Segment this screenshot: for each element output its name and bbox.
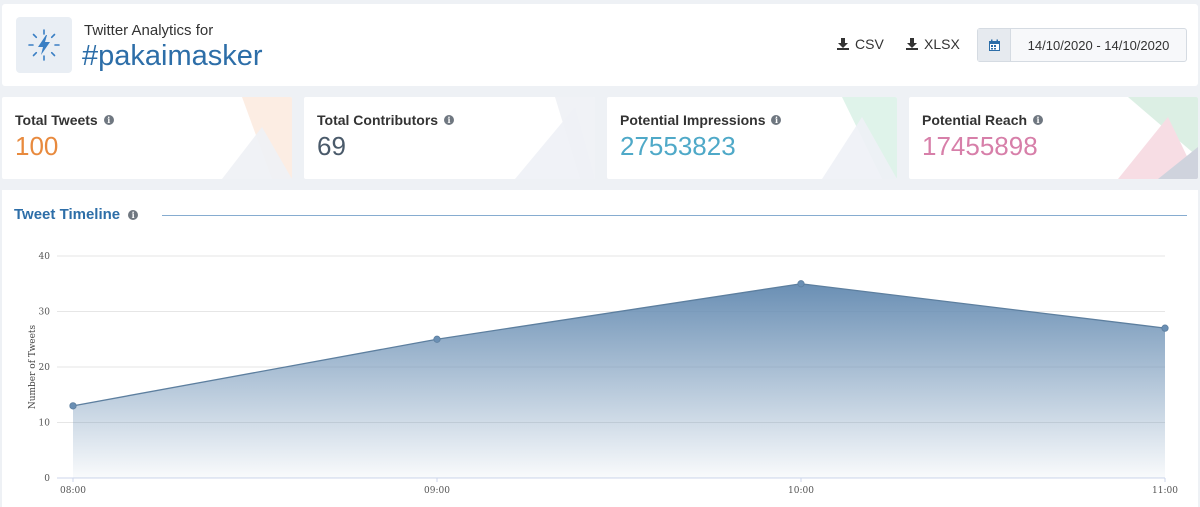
y-axis-label: Number of Tweets bbox=[28, 324, 38, 409]
data-point bbox=[1161, 324, 1169, 332]
header-subtitle: Twitter Analytics for bbox=[84, 22, 214, 39]
y-tick-label: 30 bbox=[39, 308, 51, 318]
x-tick-label: 11:00 bbox=[1152, 486, 1178, 496]
download-icon bbox=[906, 38, 918, 50]
header-panel: Twitter Analytics for #pakaimasker CSV X… bbox=[2, 4, 1198, 86]
data-point bbox=[69, 402, 77, 410]
data-point bbox=[433, 335, 441, 343]
logo bbox=[16, 17, 72, 73]
info-icon[interactable]: i bbox=[128, 209, 139, 220]
card-potential-reach: Potential Reach i 17455898 bbox=[909, 97, 1198, 179]
timeline-title-text: Tweet Timeline bbox=[14, 206, 121, 223]
card-label: Total Contributors i bbox=[317, 112, 455, 128]
card-decoration bbox=[222, 97, 292, 179]
y-tick-label: 20 bbox=[39, 363, 51, 373]
y-tick-label: 10 bbox=[39, 419, 51, 429]
y-tick-label: 40 bbox=[39, 252, 51, 262]
card-label: Potential Impressions i bbox=[620, 112, 782, 128]
info-icon[interactable]: i bbox=[103, 115, 114, 125]
sparkle-bolt-icon bbox=[28, 29, 60, 61]
y-tick-label: 0 bbox=[44, 474, 50, 484]
tweet-timeline-panel: Tweet Timeline i 0 10 20 30 40 Number of Twee… bbox=[2, 190, 1198, 507]
card-label-text: Potential Reach bbox=[922, 112, 1028, 128]
x-tick-label: 09:00 bbox=[424, 486, 450, 496]
card-total-tweets: Total Tweets i 100 bbox=[2, 97, 292, 179]
xlsx-label: XLSX bbox=[924, 36, 960, 52]
title-divider bbox=[162, 215, 1187, 216]
hashtag-title: #pakaimasker bbox=[82, 40, 263, 72]
card-decoration bbox=[1118, 97, 1198, 179]
x-tick-label: 10:00 bbox=[788, 486, 814, 496]
card-label: Total Tweets i bbox=[15, 112, 114, 128]
timeline-title: Tweet Timeline i bbox=[14, 206, 139, 223]
info-icon[interactable]: i bbox=[771, 115, 782, 125]
card-label-text: Total Contributors bbox=[317, 112, 439, 128]
download-icon bbox=[837, 38, 849, 50]
card-total-contributors: Total Contributors i 69 bbox=[304, 97, 595, 179]
card-value: 69 bbox=[317, 131, 346, 161]
card-label-text: Total Tweets bbox=[15, 112, 98, 128]
xlsx-download-button[interactable]: XLSX bbox=[905, 36, 960, 52]
data-point bbox=[797, 280, 805, 288]
tweet-timeline-chart: 0 10 20 30 40 Number of Tweets 08:00 09:00 10:00… bbox=[28, 252, 1178, 496]
info-icon[interactable]: i bbox=[444, 115, 455, 125]
card-value: 27553823 bbox=[620, 131, 736, 161]
card-label: Potential Reach i bbox=[922, 112, 1044, 128]
series-line bbox=[72, 283, 1166, 407]
date-range-text: 14/10/2020 - 14/10/2020 bbox=[1027, 37, 1170, 53]
card-decoration bbox=[515, 97, 595, 179]
calendar-icon-box[interactable] bbox=[978, 29, 1011, 61]
card-label-text: Potential Impressions bbox=[620, 112, 766, 128]
info-icon[interactable]: i bbox=[1033, 115, 1044, 125]
csv-download-button[interactable]: CSV bbox=[836, 36, 884, 52]
card-value: 100 bbox=[15, 131, 59, 161]
card-potential-impressions: Potential Impressions i 27553823 bbox=[607, 97, 897, 179]
series-area bbox=[73, 283, 1165, 478]
x-tick-label: 08:00 bbox=[60, 486, 86, 496]
calendar-icon bbox=[988, 39, 1000, 51]
date-range-picker[interactable]: 14/10/2020 - 14/10/2020 bbox=[977, 28, 1187, 62]
card-value: 17455898 bbox=[922, 131, 1038, 161]
csv-label: CSV bbox=[855, 36, 884, 52]
card-decoration bbox=[822, 97, 897, 179]
